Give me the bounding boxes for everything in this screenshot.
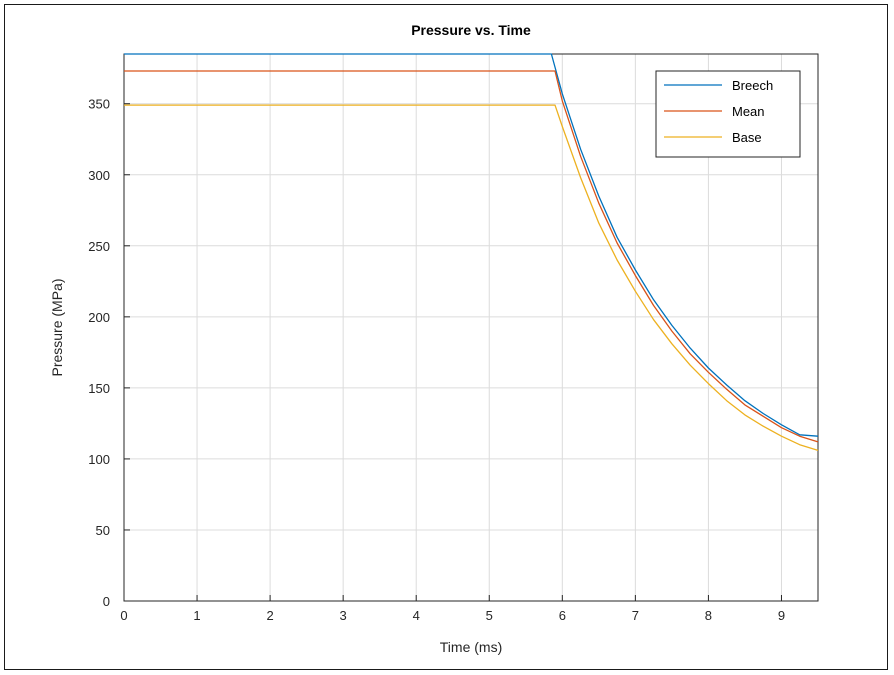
x-tick-label: 6 (559, 608, 566, 623)
y-tick-label: 50 (96, 523, 110, 538)
y-tick-label: 100 (88, 452, 110, 467)
series-layer (124, 53, 819, 452)
series-line-breech (124, 53, 819, 437)
legend-box (655, 70, 801, 158)
legend-entry-mean[interactable]: Mean (732, 104, 765, 119)
y-tick-label: 350 (88, 97, 110, 112)
x-axis-label: Time (ms) (440, 639, 502, 655)
series-line-base (124, 104, 819, 452)
y-axis-label: Pressure (MPa) (49, 278, 65, 376)
x-tick-label: 3 (340, 608, 347, 623)
x-tick-label: 5 (486, 608, 493, 623)
x-tick-label: 8 (705, 608, 712, 623)
x-tick-label: 4 (413, 608, 420, 623)
legend-entry-base[interactable]: Base (732, 130, 762, 145)
y-tick-label: 0 (103, 594, 110, 609)
x-tick-label: 1 (193, 608, 200, 623)
chart-title: Pressure vs. Time (411, 22, 531, 38)
x-tick-label: 2 (266, 608, 273, 623)
y-tick-label: 300 (88, 168, 110, 183)
x-tick-label: 9 (778, 608, 785, 623)
tick-layer: 0 1 2 3 4 5 6 7 8 9 0 50 100 150 200 250 300 350 (88, 97, 785, 623)
series-line-mean (124, 70, 819, 443)
y-tick-label: 250 (88, 239, 110, 254)
y-tick-label: 200 (88, 310, 110, 325)
y-tick-label: 150 (88, 381, 110, 396)
legend-entry-breech[interactable]: Breech (732, 78, 773, 93)
x-tick-label: 7 (632, 608, 639, 623)
x-tick-label: 0 (120, 608, 127, 623)
legend[interactable]: Breech Mean Base (655, 70, 801, 158)
